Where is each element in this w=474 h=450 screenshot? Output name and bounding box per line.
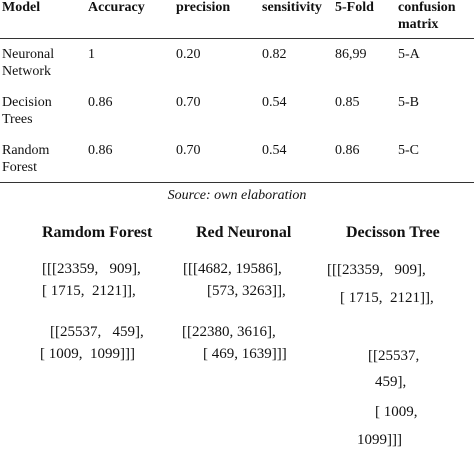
- matrix-line: [ 1009, 1099]]]: [40, 346, 135, 362]
- matrix-line: [ 469, 1639]]]: [203, 346, 287, 362]
- header-cell: Accuracy: [88, 0, 145, 15]
- matrix-line: [573, 3263]],: [207, 283, 286, 299]
- matrix-line: [[[23359, 909],: [327, 262, 426, 278]
- caption: Source: own elaboration: [167, 188, 307, 203]
- header-cell: confusion matrix: [398, 0, 456, 32]
- matrix-line: 459],: [375, 374, 407, 390]
- table-cell: 0.70: [176, 143, 201, 158]
- table-cell: 0.86: [88, 95, 113, 110]
- table-cell: 0.85: [335, 95, 360, 110]
- table-cell: 0.54: [262, 95, 287, 110]
- matrix-title: Ramdom Forest: [42, 224, 153, 241]
- matrix-line: [ 1715, 2121]],: [340, 290, 434, 306]
- header-cell: 5-Fold: [335, 0, 374, 15]
- model-cell: Decision Trees: [2, 95, 52, 127]
- matrix-line: [[25537, 459],: [50, 324, 144, 340]
- matrix-line: [[22380, 3616],: [182, 324, 276, 340]
- matrix-line: [ 1009,: [375, 404, 418, 420]
- model-cell: Random Forest: [2, 143, 50, 175]
- table-cell: 1: [88, 47, 95, 62]
- matrix-line: [[[4682, 19586],: [183, 261, 282, 277]
- table-cell: 0.54: [262, 143, 287, 158]
- table-cell: 0.82: [262, 47, 287, 62]
- table-cell: 5-B: [398, 95, 419, 110]
- matrix-title: Decisson Tree: [346, 224, 440, 241]
- table-rule: [0, 38, 474, 39]
- model-cell: Neuronal Network: [2, 47, 55, 79]
- table-cell: 5-A: [398, 47, 420, 62]
- table-cell: 5-C: [398, 143, 419, 158]
- matrix-line: 1099]]]: [357, 432, 402, 448]
- table-cell: 0.70: [176, 95, 201, 110]
- header-cell: precision: [176, 0, 231, 15]
- matrix-line: [[25537,: [368, 348, 420, 364]
- table-cell: 0.86: [335, 143, 360, 158]
- table-cell: 86,99: [335, 47, 367, 62]
- header-cell: Model: [2, 0, 41, 15]
- table-cell: 0.86: [88, 143, 113, 158]
- matrix-line: [[[23359, 909],: [42, 261, 141, 277]
- table-cell: 0.20: [176, 47, 201, 62]
- matrix-title: Red Neuronal: [196, 224, 292, 241]
- table-rule: [0, 182, 474, 183]
- header-cell: sensitivity: [262, 0, 322, 15]
- matrix-line: [ 1715, 2121]],: [42, 283, 136, 299]
